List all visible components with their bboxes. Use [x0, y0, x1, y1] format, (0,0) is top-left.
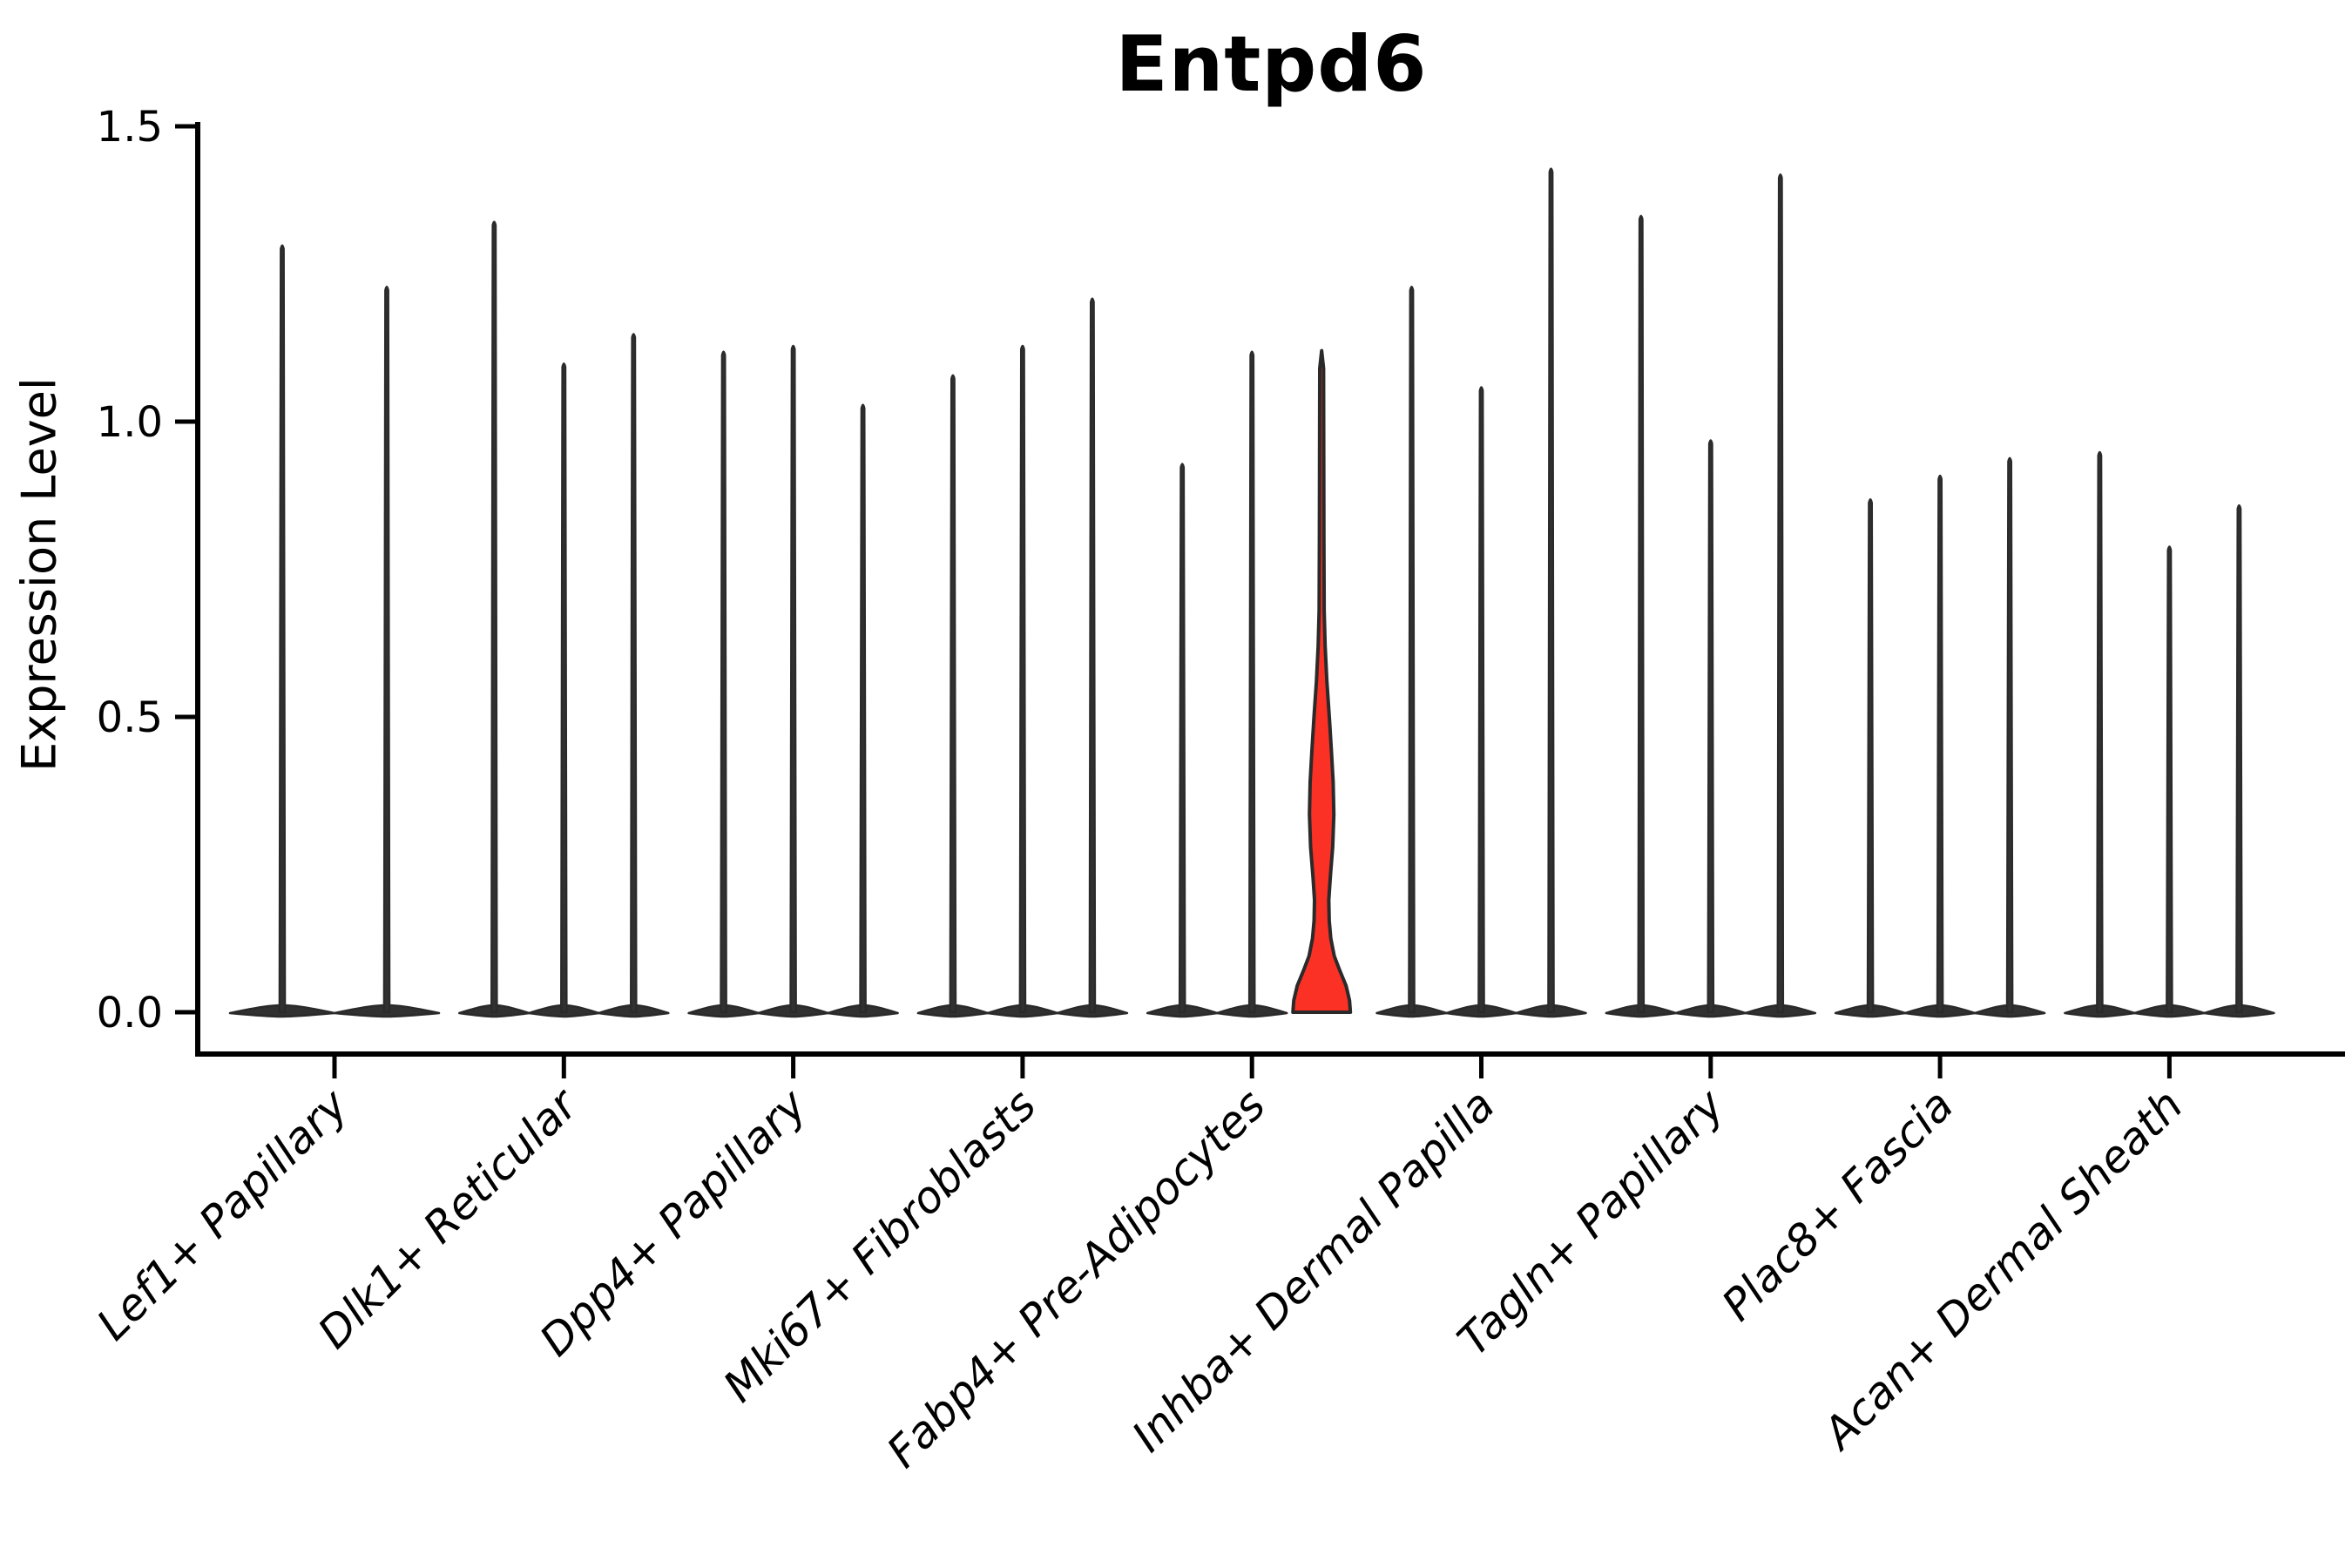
violin-spike [1936, 474, 1944, 1014]
y-tick-label: 1.5 [97, 103, 163, 152]
violin-spike [2166, 545, 2173, 1014]
x-category-label: Inhba+ Dermal Papilla [1123, 1079, 1504, 1461]
chart-title: Entpd6 [1115, 19, 1428, 109]
violin-spike [1088, 297, 1097, 1014]
violin-spike [1547, 167, 1555, 1014]
violin-spike [630, 333, 638, 1014]
violin-spike [1178, 463, 1186, 1014]
violin-spike [949, 374, 957, 1014]
violin-spike [2005, 456, 2014, 1014]
y-tick-label: 1.0 [97, 398, 163, 447]
violin-spike [859, 403, 867, 1014]
violin-spike [1018, 344, 1027, 1014]
violin-spike [278, 244, 287, 1014]
violin-spike [560, 362, 568, 1014]
y-tick-label: 0.0 [97, 989, 163, 1037]
violin-spike [1866, 498, 1875, 1014]
violin-spike [720, 350, 727, 1014]
violin-spike [789, 344, 797, 1014]
violin-spike [1637, 214, 1646, 1014]
violin-expressed [1291, 348, 1353, 1014]
violin-spike [1707, 439, 1715, 1014]
x-category-label: Plac8+ Fascia [1713, 1079, 1963, 1330]
y-tick-label: 0.5 [97, 693, 163, 742]
x-category-label: Acan+ Dermal Sheath [1812, 1079, 2193, 1460]
x-category-label: Lef1+ Papillary [87, 1078, 358, 1349]
violin-spike [2096, 450, 2104, 1014]
violin-spike [2235, 504, 2243, 1014]
violin-spike [1477, 386, 1485, 1014]
violin-spike [382, 285, 391, 1014]
x-category-label: Fabp4+ Pre-Adipocytes [877, 1079, 1275, 1477]
violin-spike [1776, 173, 1785, 1014]
violin-spike [1247, 350, 1256, 1014]
violin-spike [1408, 285, 1416, 1014]
violin-spike [490, 220, 498, 1014]
